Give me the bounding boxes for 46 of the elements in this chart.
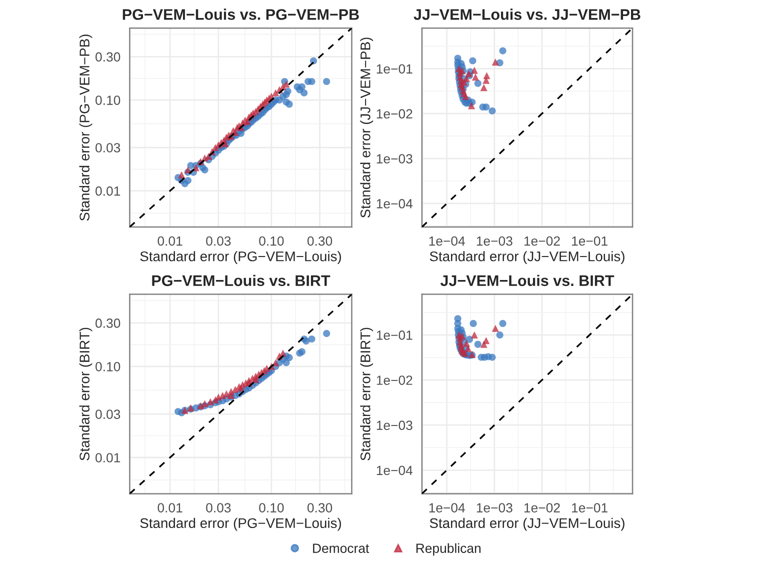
- y-tick-label: 0.03: [96, 410, 120, 419]
- y-tick-label: 1e−04: [376, 199, 413, 208]
- y-tick-label: 1e−01: [376, 64, 412, 74]
- x-tick-label: 0.10: [259, 503, 284, 512]
- y-axis-title: Standard error (BIRT): [360, 328, 374, 460]
- y-tick-label: 1e−04: [376, 466, 413, 476]
- y-tick-label: 1e−01: [376, 330, 412, 340]
- legend-label: Republican: [416, 543, 481, 556]
- x-axis-title: Standard error (JJ−VEM−Louis): [430, 518, 624, 531]
- y-tick-label: 0.03: [96, 143, 120, 152]
- x-tick-label: 1e−04: [429, 236, 465, 246]
- x-axis-title: Standard error (PG−VEM−Louis): [140, 251, 341, 264]
- legend-label: Democrat: [313, 544, 370, 553]
- y-tick-label: 0.10: [96, 362, 120, 372]
- y-axis-title: Standard error (JJ−VEM−PB): [360, 38, 374, 218]
- y-tick-label: 0.30: [96, 318, 120, 328]
- y-tick-label: 0.01: [96, 186, 120, 196]
- y-tick-label: 1e−03: [376, 420, 412, 430]
- y-tick-label: 0.10: [96, 96, 120, 105]
- chart-title: JJ−VEM−Louis vs. JJ−VEM−PB: [414, 8, 640, 20]
- y-axis-title: Standard error (PG−VEM−PB): [79, 34, 92, 221]
- y-tick-label: 1e−02: [376, 376, 412, 385]
- x-tick-label: 0.30: [307, 503, 332, 512]
- chart-title: PG−VEM−Louis vs. PG−VEM−PB: [122, 8, 359, 20]
- x-tick-label: 1e−01: [572, 236, 608, 246]
- y-tick-label: 0.01: [96, 453, 120, 462]
- x-tick-label: 1e−01: [572, 503, 608, 512]
- y-tick-label: 1e−02: [376, 109, 412, 119]
- x-tick-label: 1e−03: [476, 236, 512, 246]
- y-tick-label: 1e−03: [376, 154, 412, 164]
- x-tick-label: 1e−02: [524, 236, 560, 246]
- x-tick-label: 0.10: [259, 236, 284, 246]
- x-tick-label: 0.01: [158, 236, 182, 246]
- x-tick-label: 1e−03: [476, 503, 512, 512]
- y-tick-label: 0.30: [96, 52, 120, 62]
- x-tick-label: 0.03: [206, 503, 231, 512]
- x-tick-label: 0.03: [206, 236, 231, 246]
- x-tick-label: 0.30: [307, 236, 332, 246]
- chart-title: JJ−VEM−Louis vs. BIRT: [440, 274, 614, 286]
- x-tick-label: 1e−04: [429, 503, 465, 512]
- x-tick-label: 0.01: [158, 503, 182, 512]
- x-tick-label: 1e−02: [524, 503, 560, 512]
- chart-title: PG−VEM−Louis vs. BIRT: [152, 274, 330, 286]
- x-axis-title: Standard error (JJ−VEM−Louis): [430, 251, 624, 264]
- x-axis-title: Standard error (PG−VEM−Louis): [140, 518, 341, 531]
- y-axis-title: Standard error (BIRT): [79, 328, 92, 460]
